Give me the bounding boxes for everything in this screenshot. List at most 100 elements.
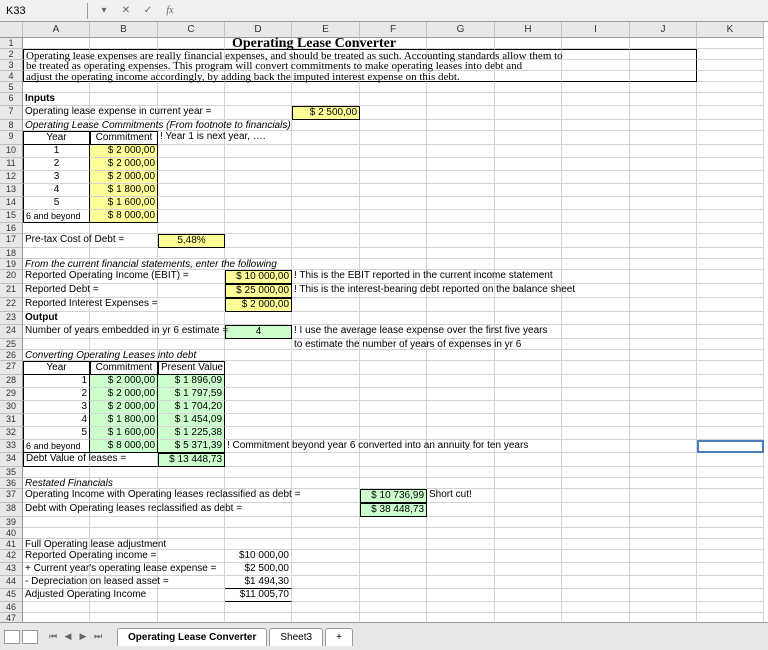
cell[interactable]	[697, 550, 764, 563]
cell[interactable]	[292, 528, 360, 539]
cell[interactable]	[427, 427, 495, 440]
cell[interactable]	[292, 503, 360, 517]
cell[interactable]: to estimate the number of years of expen…	[292, 339, 360, 350]
cell[interactable]	[158, 171, 225, 184]
cell[interactable]	[630, 120, 697, 131]
cell[interactable]: Present Value	[158, 361, 225, 375]
cell[interactable]: $ 2 000,00	[90, 145, 158, 158]
row-head[interactable]: 41	[0, 539, 23, 550]
cell[interactable]	[360, 120, 427, 131]
cell[interactable]	[630, 312, 697, 325]
cell[interactable]	[360, 223, 427, 234]
cell[interactable]	[360, 427, 427, 440]
cell[interactable]	[360, 401, 427, 414]
cell[interactable]	[495, 503, 562, 517]
cell[interactable]	[23, 528, 90, 539]
cell[interactable]	[23, 602, 90, 613]
cell[interactable]	[158, 539, 225, 550]
cell[interactable]	[562, 388, 630, 401]
cell[interactable]: ! Year 1 is next year, ….	[158, 131, 225, 145]
cell[interactable]	[562, 298, 630, 312]
cell[interactable]	[360, 478, 427, 489]
cell[interactable]	[427, 517, 495, 528]
cell[interactable]	[90, 339, 158, 350]
cell[interactable]	[427, 210, 495, 223]
cell[interactable]: 5	[23, 427, 90, 440]
cell[interactable]	[292, 478, 360, 489]
cell[interactable]	[158, 298, 225, 312]
cell[interactable]	[360, 82, 427, 93]
normal-view-icon[interactable]	[4, 630, 20, 644]
cell[interactable]	[360, 467, 427, 478]
cell[interactable]	[697, 93, 764, 106]
cell[interactable]	[292, 361, 360, 375]
cell[interactable]: 5	[23, 197, 90, 210]
row-head[interactable]: 18	[0, 248, 23, 259]
cell[interactable]	[225, 467, 292, 478]
cell[interactable]	[630, 350, 697, 361]
cell[interactable]	[697, 210, 764, 223]
cell[interactable]: $ 8 000,00	[90, 440, 158, 453]
page-layout-icon[interactable]	[22, 630, 38, 644]
cell[interactable]	[225, 539, 292, 550]
cell[interactable]	[225, 158, 292, 171]
cell[interactable]	[90, 312, 158, 325]
cell[interactable]: $ 2 000,00	[90, 388, 158, 401]
cell[interactable]	[225, 184, 292, 197]
confirm-icon[interactable]: ✓	[140, 5, 156, 16]
cell[interactable]	[630, 38, 697, 49]
cell[interactable]	[562, 223, 630, 234]
cell[interactable]	[630, 234, 697, 248]
cell[interactable]	[562, 93, 630, 106]
cell[interactable]	[697, 489, 764, 503]
cell[interactable]	[562, 270, 630, 284]
row-head[interactable]: 43	[0, 563, 23, 576]
cancel-icon[interactable]: ✕	[118, 5, 134, 16]
cell[interactable]	[292, 517, 360, 528]
cell[interactable]: $ 1 896,09	[158, 375, 225, 388]
cell[interactable]	[697, 298, 764, 312]
cell[interactable]: $ 5 371,39	[158, 440, 225, 453]
cell[interactable]: 1	[23, 145, 90, 158]
cell[interactable]	[630, 71, 697, 82]
cell[interactable]	[630, 361, 697, 375]
cell[interactable]	[90, 82, 158, 93]
cell[interactable]	[225, 453, 292, 467]
cell[interactable]: $ 1 454,09	[158, 414, 225, 427]
cell[interactable]: $ 25 000,00	[225, 284, 292, 298]
cell[interactable]	[292, 248, 360, 259]
cell[interactable]	[697, 361, 764, 375]
cell[interactable]	[292, 120, 360, 131]
cell[interactable]	[225, 312, 292, 325]
col-head[interactable]: K	[697, 22, 764, 38]
row-head[interactable]: 19	[0, 259, 23, 270]
cell[interactable]	[697, 602, 764, 613]
cell[interactable]	[427, 414, 495, 427]
cell[interactable]	[495, 589, 562, 602]
dropdown-icon[interactable]: ▾	[96, 5, 112, 16]
sheet-tab[interactable]: Operating Lease Converter	[117, 628, 267, 646]
cell[interactable]	[697, 131, 764, 145]
cell[interactable]: Debt with Operating leases reclassified …	[23, 503, 90, 517]
cell[interactable]	[495, 550, 562, 563]
cell[interactable]	[562, 550, 630, 563]
cell[interactable]: $ 2 000,00	[90, 401, 158, 414]
cell[interactable]	[562, 440, 630, 453]
cell[interactable]: $1 494,30	[225, 576, 292, 589]
cell[interactable]	[292, 401, 360, 414]
cell[interactable]	[562, 38, 630, 49]
cell[interactable]	[292, 259, 360, 270]
cell[interactable]	[697, 401, 764, 414]
cell[interactable]	[630, 158, 697, 171]
cell[interactable]: $ 1 600,00	[90, 197, 158, 210]
cell[interactable]	[562, 589, 630, 602]
cell[interactable]	[90, 602, 158, 613]
cell[interactable]	[427, 361, 495, 375]
cell[interactable]	[158, 145, 225, 158]
cell[interactable]	[630, 223, 697, 234]
cell[interactable]	[427, 197, 495, 210]
cell[interactable]	[697, 563, 764, 576]
row-head[interactable]: 45	[0, 589, 23, 602]
cell[interactable]	[697, 49, 764, 60]
row-head[interactable]: 6	[0, 93, 23, 106]
